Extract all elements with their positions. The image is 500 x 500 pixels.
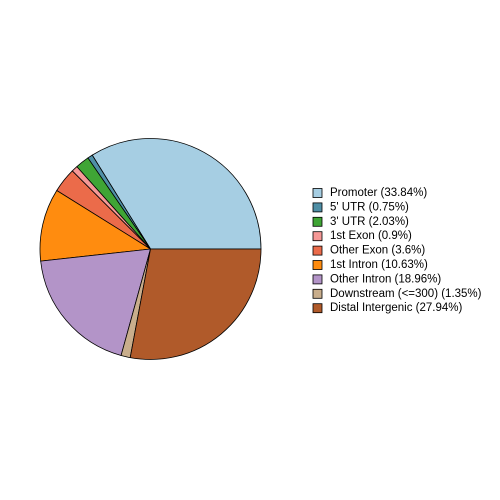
- legend-label: Other Intron (18.96%): [330, 273, 441, 285]
- pie-slice: [39, 189, 152, 262]
- legend-swatch: [312, 245, 323, 256]
- pie-slice: [40, 248, 152, 357]
- legend-swatch: [312, 303, 323, 314]
- legend-label: 1st Exon (0.9%): [330, 230, 412, 242]
- pie-slice: [91, 138, 262, 250]
- legend-label: 5' UTR (0.75%): [330, 201, 409, 213]
- legend-swatch: [312, 274, 323, 285]
- legend-label: Promoter (33.84%): [330, 187, 427, 199]
- pie-slice: [129, 248, 262, 360]
- legend-swatch: [312, 188, 323, 198]
- legend-label: 3' UTR (2.03%): [330, 216, 409, 228]
- legend-swatch: [312, 231, 323, 242]
- legend-swatch: [312, 288, 323, 299]
- legend-swatch: [312, 202, 323, 213]
- legend-label: Downstream (<=300) (1.35%): [330, 288, 482, 300]
- legend-swatch: [312, 216, 323, 227]
- legend-label: 1st Intron (10.63%): [330, 259, 428, 271]
- legend-swatch: [312, 260, 323, 270]
- legend-label: Distal Intergenic (27.94%): [330, 302, 462, 314]
- legend-label: Other Exon (3.6%): [330, 245, 425, 257]
